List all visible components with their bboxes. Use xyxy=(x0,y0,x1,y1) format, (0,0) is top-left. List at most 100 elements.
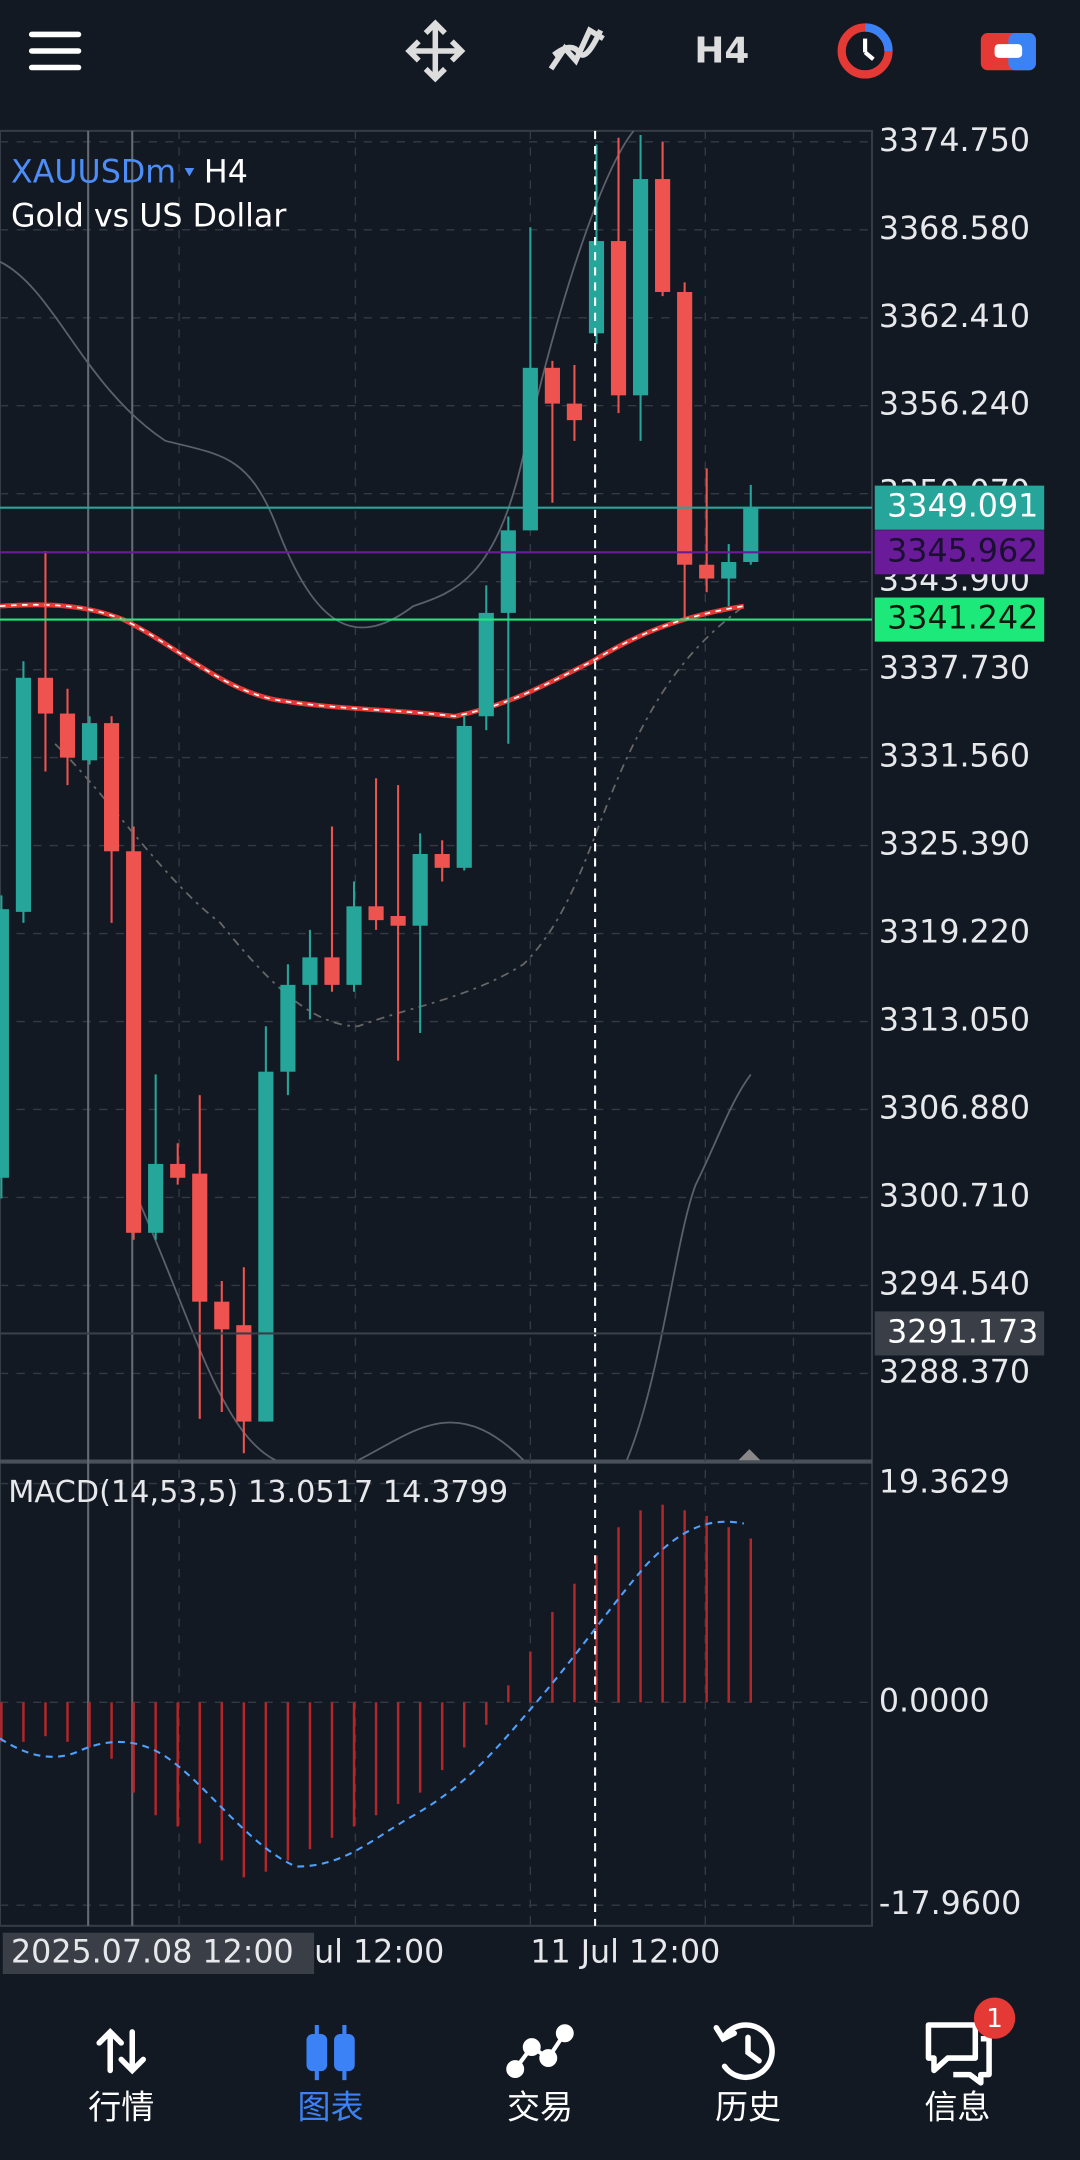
y-tick-label: 3313.050 xyxy=(879,1003,1030,1039)
candle-body xyxy=(126,851,142,1233)
bollinger-middle xyxy=(54,605,745,1028)
candle-body xyxy=(170,1163,186,1178)
candle-body xyxy=(478,612,494,717)
y-tick-label: 3374.750 xyxy=(879,123,1030,159)
candle-body xyxy=(346,906,362,985)
indicator-button[interactable] xyxy=(548,26,605,71)
y-tick-label: 3368.580 xyxy=(879,211,1030,247)
y-tick-label: 3288.370 xyxy=(879,1354,1030,1390)
macd-bar xyxy=(617,1527,620,1703)
symbol-dropdown[interactable] xyxy=(184,168,195,177)
macd-bar xyxy=(374,1702,378,1816)
candle-body xyxy=(368,906,384,921)
nav-badge: 1 xyxy=(986,2004,1003,2034)
time-label: ul 12:00 xyxy=(314,1934,444,1970)
candle-body xyxy=(280,984,296,1072)
nav-badge-circle xyxy=(973,1997,1016,2039)
candle-body xyxy=(15,677,31,912)
candle-body xyxy=(677,291,693,565)
candle-body xyxy=(59,713,76,758)
trade-signal-button[interactable] xyxy=(837,23,893,79)
candle-body xyxy=(500,530,516,613)
candle-body xyxy=(522,367,538,531)
bottom-nav: 1 行情 图表 交易 历史 信息 xyxy=(88,1997,1016,2127)
symbol-timeframe: H4 xyxy=(204,155,248,191)
macd-bar xyxy=(220,1702,224,1861)
candle-body xyxy=(0,909,9,1178)
one-click-button[interactable] xyxy=(980,33,1036,71)
macd-bar xyxy=(330,1702,334,1838)
candle-body xyxy=(456,725,472,868)
y-tick-label: 3306.880 xyxy=(879,1090,1030,1126)
macd-bar xyxy=(727,1527,730,1703)
y-tick-label: 3294.540 xyxy=(879,1266,1030,1302)
macd-bar xyxy=(264,1702,268,1872)
candle-body xyxy=(324,957,340,985)
time-label: 2025.07.08 12:00 xyxy=(11,1934,294,1970)
macd-bar xyxy=(661,1504,664,1703)
candle-body xyxy=(236,1325,252,1422)
macd-bar xyxy=(198,1702,201,1844)
chart-frame xyxy=(0,129,874,1927)
macd-bar xyxy=(44,1702,47,1737)
candle-body xyxy=(37,677,54,714)
macd-bar xyxy=(0,1702,3,1742)
y-tick-label: 3356.240 xyxy=(879,387,1030,423)
price-tag-label: 3341.242 xyxy=(887,601,1038,637)
macd-signal xyxy=(0,1520,745,1868)
candle-body xyxy=(104,723,120,852)
candle-body xyxy=(588,241,605,334)
macd-bar xyxy=(595,1555,598,1703)
nav-item[interactable]: 历史 xyxy=(715,2088,781,2127)
timeframe-button[interactable]: H4 xyxy=(694,30,749,71)
macd-bar xyxy=(485,1702,488,1725)
macd-bar xyxy=(529,1651,532,1703)
macd-bar xyxy=(308,1702,312,1850)
candle-body xyxy=(302,957,318,985)
macd-bar xyxy=(705,1515,708,1703)
menu-button[interactable] xyxy=(28,31,82,71)
bollinger-lower xyxy=(136,1073,752,1461)
price-tag xyxy=(874,1311,1045,1356)
candle-body xyxy=(434,853,450,868)
macd-bar xyxy=(22,1702,25,1742)
macd-bar xyxy=(154,1702,157,1816)
macd-bar xyxy=(132,1702,135,1793)
candle-body xyxy=(258,1071,274,1422)
y-tick-label: 3337.730 xyxy=(879,651,1030,687)
time-highlight xyxy=(2,1932,315,1975)
top-bar: H4 xyxy=(28,19,1036,83)
nav-item[interactable]: 交易 xyxy=(507,2088,573,2127)
candle-body xyxy=(632,179,649,396)
nav-item-active[interactable]: 图表 xyxy=(298,2088,364,2127)
candle-body xyxy=(699,564,715,579)
macd-bar xyxy=(110,1702,113,1759)
macd-bar xyxy=(683,1510,686,1703)
macd-bar xyxy=(396,1702,400,1804)
nav-messages-icon xyxy=(925,2022,992,2086)
macd-label: MACD(14,53,5) 13.0517 14.3799 xyxy=(8,1475,508,1510)
candle-body xyxy=(721,562,737,579)
macd-bar xyxy=(352,1702,356,1827)
nav-chart-icon xyxy=(306,2025,355,2081)
macd-bar xyxy=(573,1583,576,1703)
nav-item[interactable]: 信息 xyxy=(924,2088,990,2127)
move-button[interactable] xyxy=(405,19,466,83)
nav-history-icon xyxy=(713,2022,775,2081)
nav-item[interactable]: 行情 xyxy=(88,2088,154,2127)
y-tick-label: 3362.410 xyxy=(879,299,1030,335)
panel-handle[interactable] xyxy=(738,1449,761,1461)
candle-body xyxy=(390,916,406,926)
y-tick-label: 3325.390 xyxy=(879,827,1030,863)
candle-body xyxy=(610,241,627,396)
time-label: 11 Jul 12:00 xyxy=(530,1934,720,1970)
candle-body xyxy=(544,367,560,404)
macd-bar xyxy=(749,1538,753,1703)
price-tag-label: 3291.173 xyxy=(887,1314,1038,1350)
price-tag xyxy=(874,530,1045,575)
candle-body xyxy=(743,506,759,563)
symbol-name[interactable]: XAUUSDm xyxy=(11,155,176,191)
macd-bar xyxy=(66,1702,69,1742)
